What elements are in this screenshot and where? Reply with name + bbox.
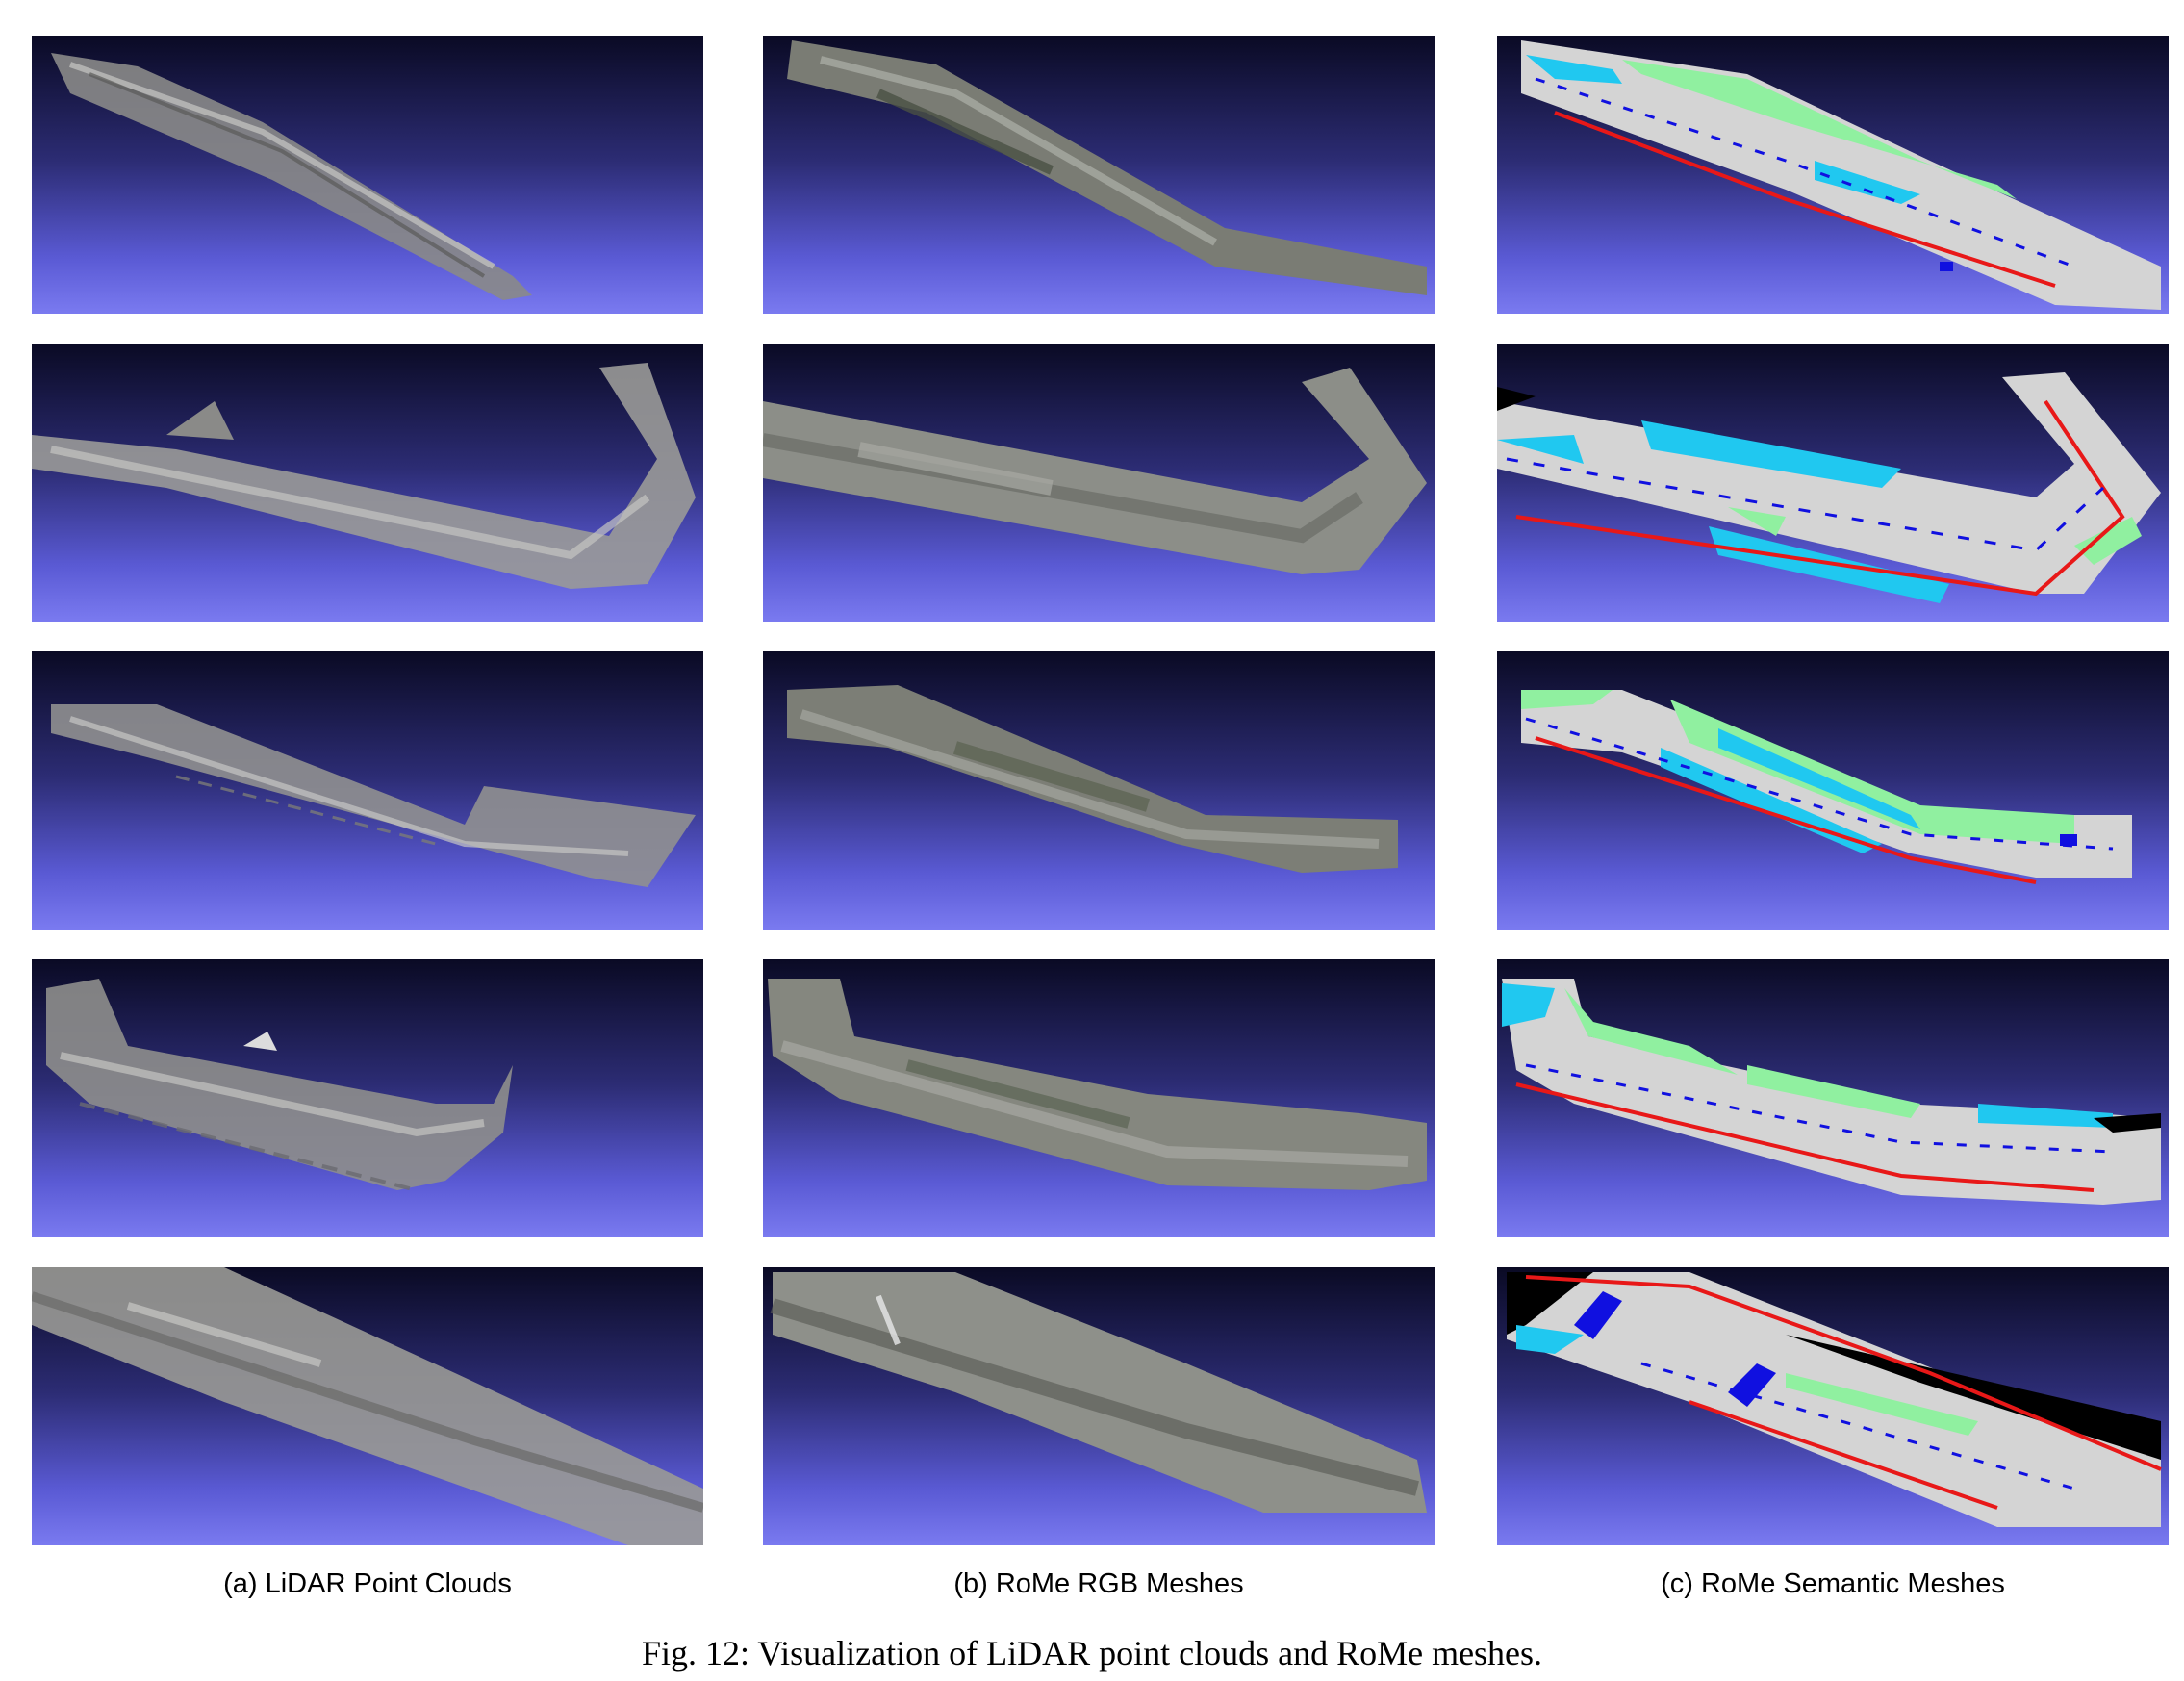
panel-rgb-row1: [763, 36, 1435, 314]
panel-rgb-row2: [763, 344, 1435, 622]
panel-lidar-row2: [32, 344, 703, 622]
panel-rgb-row3: [763, 651, 1435, 930]
panel-semantic-row2: [1497, 344, 2169, 622]
column-label-rgb: (b) RoMe RGB Meshes: [953, 1568, 1244, 1599]
panel-lidar-row3: [32, 651, 703, 930]
panel-semantic-row5: [1497, 1267, 2169, 1545]
column-label-lidar: (a) LiDAR Point Clouds: [223, 1568, 512, 1599]
panel-semantic-row4: [1497, 959, 2169, 1237]
panel-rgb-row5: [763, 1267, 1435, 1545]
panel-lidar-row1: [32, 36, 703, 314]
panel-semantic-row1: [1497, 36, 2169, 314]
panel-lidar-row5: [32, 1267, 703, 1545]
column-label-semantic: (c) RoMe Semantic Meshes: [1661, 1568, 2005, 1599]
panel-rgb-row4: [763, 959, 1435, 1237]
panel-lidar-row4: [32, 959, 703, 1237]
panel-semantic-row3: [1497, 651, 2169, 930]
figure-caption: Fig. 12: Visualization of LiDAR point cl…: [641, 1634, 1543, 1672]
